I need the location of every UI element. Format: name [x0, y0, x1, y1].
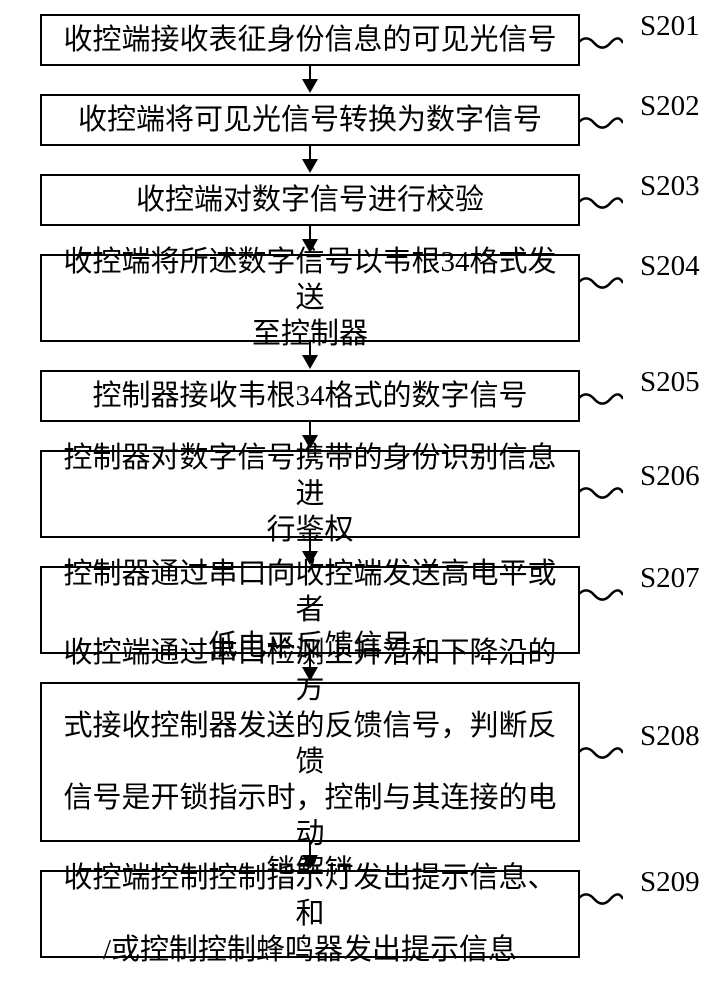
flowchart-canvas: 收控端接收表征身份信息的可见光信号 S201 收控端将可见光信号转换为数字信号 S20…	[0, 0, 707, 1000]
step-label-s201: S201	[640, 10, 700, 43]
connector-squiggle	[578, 32, 623, 54]
step-label-s207: S207	[640, 562, 700, 595]
connector-squiggle	[578, 584, 623, 606]
arrow-head-icon	[302, 159, 318, 173]
step-box-s205: 控制器接收韦根34格式的数字信号	[40, 370, 580, 422]
step-label-s208: S208	[640, 720, 700, 753]
connector-squiggle	[578, 888, 623, 910]
arrow-shaft	[309, 538, 312, 552]
step-text: 控制器对数字信号携带的身份识别信息进 行鉴权	[50, 440, 570, 549]
connector-squiggle	[578, 192, 623, 214]
step-box-s203: 收控端对数字信号进行校验	[40, 174, 580, 226]
step-text: 收控端将所述数字信号以韦根34格式发送 至控制器	[50, 244, 570, 353]
step-text: 收控端将可见光信号转换为数字信号	[78, 102, 542, 138]
arrow-shaft	[309, 226, 312, 240]
connector-squiggle	[578, 112, 623, 134]
step-label-s209: S209	[640, 866, 700, 899]
step-label-s206: S206	[640, 460, 700, 493]
arrow-shaft	[309, 842, 312, 856]
step-text: 控制器接收韦根34格式的数字信号	[92, 378, 527, 414]
arrow-head-icon	[302, 79, 318, 93]
step-label-s202: S202	[640, 90, 700, 123]
step-text: 收控端控制控制指示灯发出提示信息、和 /或控制控制蜂鸣器发出提示信息	[50, 860, 570, 969]
step-text: 收控端接收表征身份信息的可见光信号	[63, 22, 556, 58]
step-label-s205: S205	[640, 366, 700, 399]
step-label-s204: S204	[640, 250, 700, 283]
step-box-s209: 收控端控制控制指示灯发出提示信息、和 /或控制控制蜂鸣器发出提示信息	[40, 870, 580, 958]
step-text: 收控端对数字信号进行校验	[136, 182, 484, 218]
connector-squiggle	[578, 742, 623, 764]
step-box-s201: 收控端接收表征身份信息的可见光信号	[40, 14, 580, 66]
arrow-shaft	[309, 66, 312, 80]
step-box-s202: 收控端将可见光信号转换为数字信号	[40, 94, 580, 146]
step-box-s206: 控制器对数字信号携带的身份识别信息进 行鉴权	[40, 450, 580, 538]
arrow-shaft	[309, 342, 312, 356]
arrow-shaft	[309, 146, 312, 160]
connector-squiggle	[578, 388, 623, 410]
step-label-s203: S203	[640, 170, 700, 203]
arrow-shaft	[309, 422, 312, 436]
step-box-s204: 收控端将所述数字信号以韦根34格式发送 至控制器	[40, 254, 580, 342]
arrow-head-icon	[302, 355, 318, 369]
step-box-s208: 收控端通过串口检测上升沿和下降沿的方 式接收控制器发送的反馈信号，判断反馈 信号…	[40, 682, 580, 842]
connector-squiggle	[578, 482, 623, 504]
connector-squiggle	[578, 272, 623, 294]
